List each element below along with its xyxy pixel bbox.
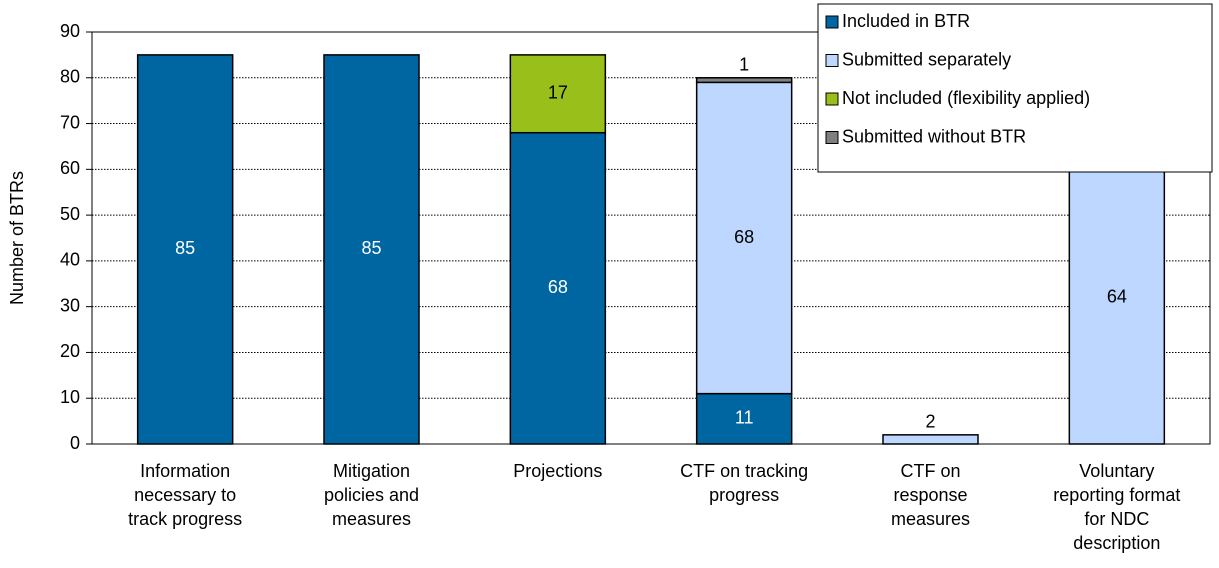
y-tick-label: 0 (70, 433, 80, 453)
legend-label: Included in BTR (842, 11, 970, 31)
y-axis-title: Number of BTRs (7, 171, 27, 305)
x-tick-label-line: response (893, 485, 967, 505)
legend-label: Submitted separately (842, 49, 1011, 69)
legend-swatch (825, 54, 839, 67)
x-tick-label: CTF on tracking progress (680, 461, 808, 505)
data-label: 68 (548, 277, 568, 297)
legend-label: Submitted without BTR (842, 126, 1026, 146)
y-tick-label: 80 (60, 67, 80, 87)
x-tick-label-line: Projections (513, 461, 602, 481)
y-tick-label: 90 (60, 21, 80, 41)
x-tick-label-line: Voluntary (1079, 461, 1154, 481)
data-label: 2 (925, 412, 935, 432)
bar-segment (695, 77, 793, 84)
data-label: 1 (739, 55, 749, 75)
data-label: 17 (548, 83, 568, 103)
y-tick-label: 10 (60, 387, 80, 407)
legend-swatch (825, 92, 839, 106)
legend-swatch (825, 131, 839, 144)
x-tick-label-line: CTF on tracking (680, 461, 808, 481)
x-tick-label: CTF on response measures (891, 461, 970, 529)
bar-segment (695, 81, 793, 395)
x-tick-label-line: Mitigation (333, 461, 410, 481)
x-tick-label-line: Information (140, 461, 230, 481)
legend-box (817, 3, 1213, 173)
bar-segment (323, 54, 420, 445)
data-label: 11 (735, 408, 754, 428)
x-tick-label-line: CTF on (900, 461, 960, 481)
legend-swatch (825, 15, 839, 29)
y-tick-label: 50 (60, 204, 80, 224)
x-tick-label-line: policies and (324, 485, 419, 505)
x-tick-label: Voluntary reporting format for NDC descript… (1053, 461, 1180, 553)
x-tick-label: Projections (513, 461, 602, 481)
bar-segment (882, 434, 979, 445)
x-tick-label-line: necessary to (134, 485, 236, 505)
bar-segment (1068, 150, 1166, 445)
bar-segment (509, 54, 607, 134)
data-label: 68 (734, 227, 754, 247)
legend-label: Not included (flexibility applied) (842, 88, 1090, 108)
bar-segment (136, 54, 234, 445)
x-tick-label-line: measures (891, 509, 970, 529)
x-tick-label-line: description (1073, 533, 1160, 553)
y-tick-label: 40 (60, 250, 80, 270)
x-tick-label-line: reporting format (1053, 485, 1180, 505)
x-tick-label-line: measures (332, 509, 411, 529)
x-tick-label: Mitigation policies and measures (324, 461, 419, 529)
y-tick-label: 70 (60, 112, 80, 132)
plot-border (91, 31, 1211, 445)
data-label: 85 (361, 238, 381, 258)
y-tick-label: 30 (60, 295, 80, 315)
x-tick-label-line: for NDC (1084, 509, 1149, 529)
x-tick-label-line: progress (709, 485, 779, 505)
x-tick-label: Information necessary to track progress (128, 461, 242, 529)
bar-segment (695, 392, 793, 445)
y-tick-label: 20 (60, 341, 80, 361)
data-label: 85 (175, 238, 195, 258)
y-tick-label: 60 (60, 158, 80, 178)
x-tick-label-line: track progress (128, 509, 242, 529)
data-label: 64 (1107, 286, 1127, 306)
